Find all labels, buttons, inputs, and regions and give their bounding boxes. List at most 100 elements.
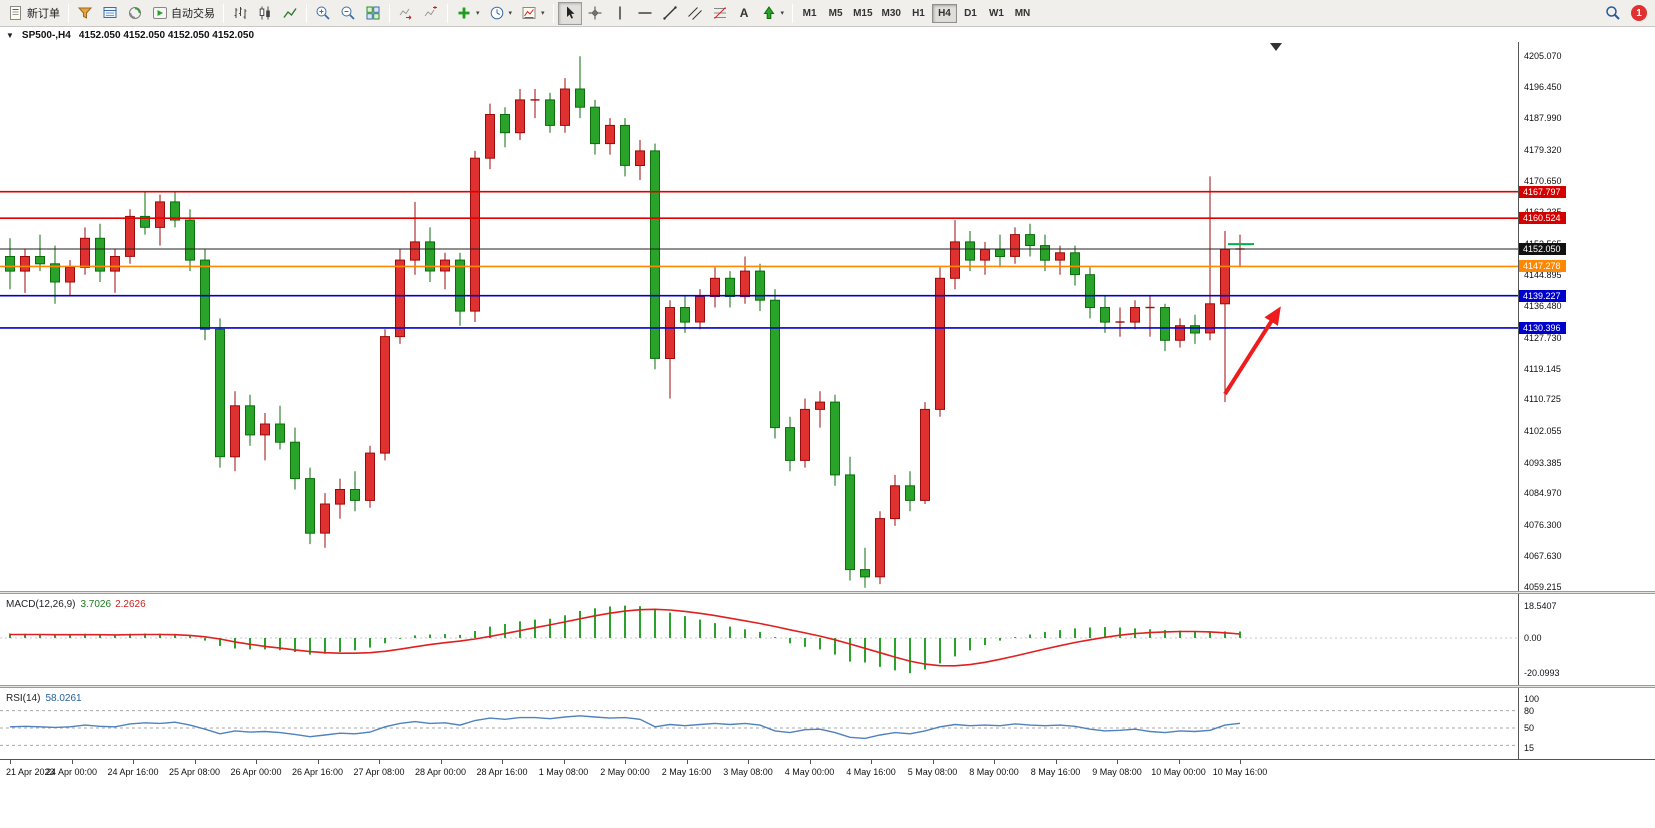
candle-body (95, 237, 105, 272)
time-axis-label: 4 May 00:00 (784, 767, 835, 777)
time-axis-tick (133, 760, 134, 764)
channel-tool-button[interactable] (683, 2, 707, 25)
candle-body (965, 241, 975, 261)
vertical-line-tool-button[interactable] (608, 2, 632, 25)
zoom-out-button[interactable] (336, 2, 360, 25)
auto-trading-button[interactable]: 自动交易 (148, 2, 219, 25)
indicators-button[interactable]: ▾ (452, 2, 484, 25)
candle-body (1130, 307, 1140, 323)
template-icon (522, 7, 536, 19)
candle-body (155, 201, 165, 228)
macd-indicator-pane[interactable] (0, 597, 1518, 686)
rsi-header: RSI(14) 58.0261 (6, 693, 82, 704)
rsi-name: RSI(14) (6, 693, 41, 704)
data-window-button[interactable] (98, 2, 122, 25)
candle-body (125, 215, 135, 257)
candle-body (590, 106, 600, 145)
panel-separator[interactable] (0, 591, 1655, 594)
time-axis-label: 4 May 16:00 (846, 767, 896, 777)
shapes-tool-button[interactable]: ▾ (757, 2, 789, 25)
periods-button[interactable]: ▾ (485, 2, 517, 25)
chart-shift-marker-icon (1270, 43, 1282, 51)
rsi-axis-label: 15 (1524, 743, 1535, 754)
fibonacci-tool-button[interactable] (708, 2, 732, 25)
time-axis-label: 24 Apr 00:00 (45, 767, 98, 777)
chart-shift-button[interactable] (419, 2, 443, 25)
candle-body (815, 401, 825, 410)
text-tool-button[interactable]: A (733, 2, 756, 25)
time-axis-label: 9 May 08:00 (1092, 767, 1142, 777)
auto-trading-icon (153, 7, 167, 19)
price-axis-label: 4067.630 (1524, 551, 1562, 562)
time-axis-tick (502, 760, 503, 764)
time-axis-label: 10 May 00:00 (1151, 767, 1206, 777)
line-chart-mode-button[interactable] (278, 2, 302, 25)
bar-chart-mode-button[interactable] (228, 2, 252, 25)
price-axis-label: 4187.990 (1524, 113, 1562, 124)
candle-body (875, 518, 885, 578)
navigator-button[interactable] (123, 2, 147, 25)
candle-body (350, 489, 360, 501)
macd-axis-label: 18.5407 (1524, 600, 1557, 611)
time-axis-label: 2 May 16:00 (661, 767, 712, 777)
toolbar-separator (552, 3, 554, 23)
text-tool-icon: A (739, 6, 749, 20)
candle-body (335, 489, 345, 505)
candle-body (5, 256, 15, 272)
price-badge: 4130.396 (1519, 321, 1566, 334)
candlestick-mode-button[interactable] (253, 2, 277, 25)
chevron-down-icon: ▾ (508, 10, 513, 17)
candle-body (950, 241, 960, 279)
time-axis[interactable]: 21 Apr 2023 24 Apr 00:00 24 Apr 16:00 25 Ap… (0, 759, 1655, 781)
candle-body (1010, 234, 1020, 257)
toolbar-separator (792, 3, 794, 23)
auto-scroll-button[interactable] (394, 2, 418, 25)
macd-header: MACD(12,26,9) 3.7026 2.2626 (6, 599, 146, 610)
cursor-tool-button[interactable] (557, 1, 582, 25)
timeframe-w1[interactable]: W1 (984, 4, 1009, 23)
candle-body (650, 150, 660, 359)
rsi-indicator-pane[interactable] (0, 691, 1518, 759)
crosshair-tool-button[interactable] (583, 2, 607, 25)
candle-body (185, 219, 195, 261)
timeframe-mn[interactable]: MN (1010, 4, 1035, 23)
price-axis-label: 4059.215 (1524, 582, 1562, 592)
time-axis-label: 25 Apr 08:00 (168, 767, 221, 777)
candle-body (1085, 274, 1095, 308)
timeframe-h4[interactable]: H4 (931, 3, 957, 23)
candle-body (980, 248, 990, 261)
timeframe-d1[interactable]: D1 (958, 4, 983, 23)
timeframe-m5[interactable]: M5 (823, 4, 848, 23)
market-watch-button[interactable] (73, 2, 97, 25)
templates-button[interactable]: ▾ (517, 2, 549, 25)
timeframe-m1[interactable]: M1 (797, 4, 822, 23)
price-axis[interactable]: 4205.070 4196.450 4187.990 4179.320 4170.650… (1518, 42, 1655, 760)
collapse-triangle-icon[interactable]: ▼ (6, 30, 14, 40)
time-axis-label: 21 Apr 2023 (6, 767, 55, 777)
notification-badge[interactable]: 1 (1631, 5, 1647, 21)
search-button[interactable] (1601, 2, 1625, 25)
horizontal-line-tool-button[interactable] (633, 2, 657, 25)
candle-body (140, 215, 150, 228)
candle-body (680, 307, 690, 323)
toolbar-separator (447, 3, 448, 23)
trendline-tool-button[interactable] (658, 2, 682, 25)
candle-body (440, 259, 450, 272)
clock-icon (490, 6, 503, 20)
time-axis-tick (194, 760, 196, 764)
new-order-button[interactable]: 新订单 (4, 2, 64, 25)
timeframe-h1[interactable]: H1 (906, 4, 931, 23)
candle-body (380, 336, 390, 454)
timeframe-m30[interactable]: M30 (878, 4, 905, 23)
time-axis-label: 26 Apr 00:00 (230, 767, 282, 777)
price-axis-label: 4205.070 (1524, 51, 1562, 61)
panel-separator[interactable] (0, 685, 1655, 688)
main-price-chart[interactable] (0, 42, 1518, 592)
chevron-down-icon: ▾ (541, 10, 545, 17)
tile-windows-button[interactable] (361, 2, 385, 25)
timeframe-m15[interactable]: M15 (849, 4, 876, 23)
trend-arrow-annotation[interactable] (1223, 306, 1281, 396)
zoom-in-button[interactable] (311, 2, 335, 25)
candle-body (1100, 307, 1110, 323)
candle-body (845, 474, 855, 571)
